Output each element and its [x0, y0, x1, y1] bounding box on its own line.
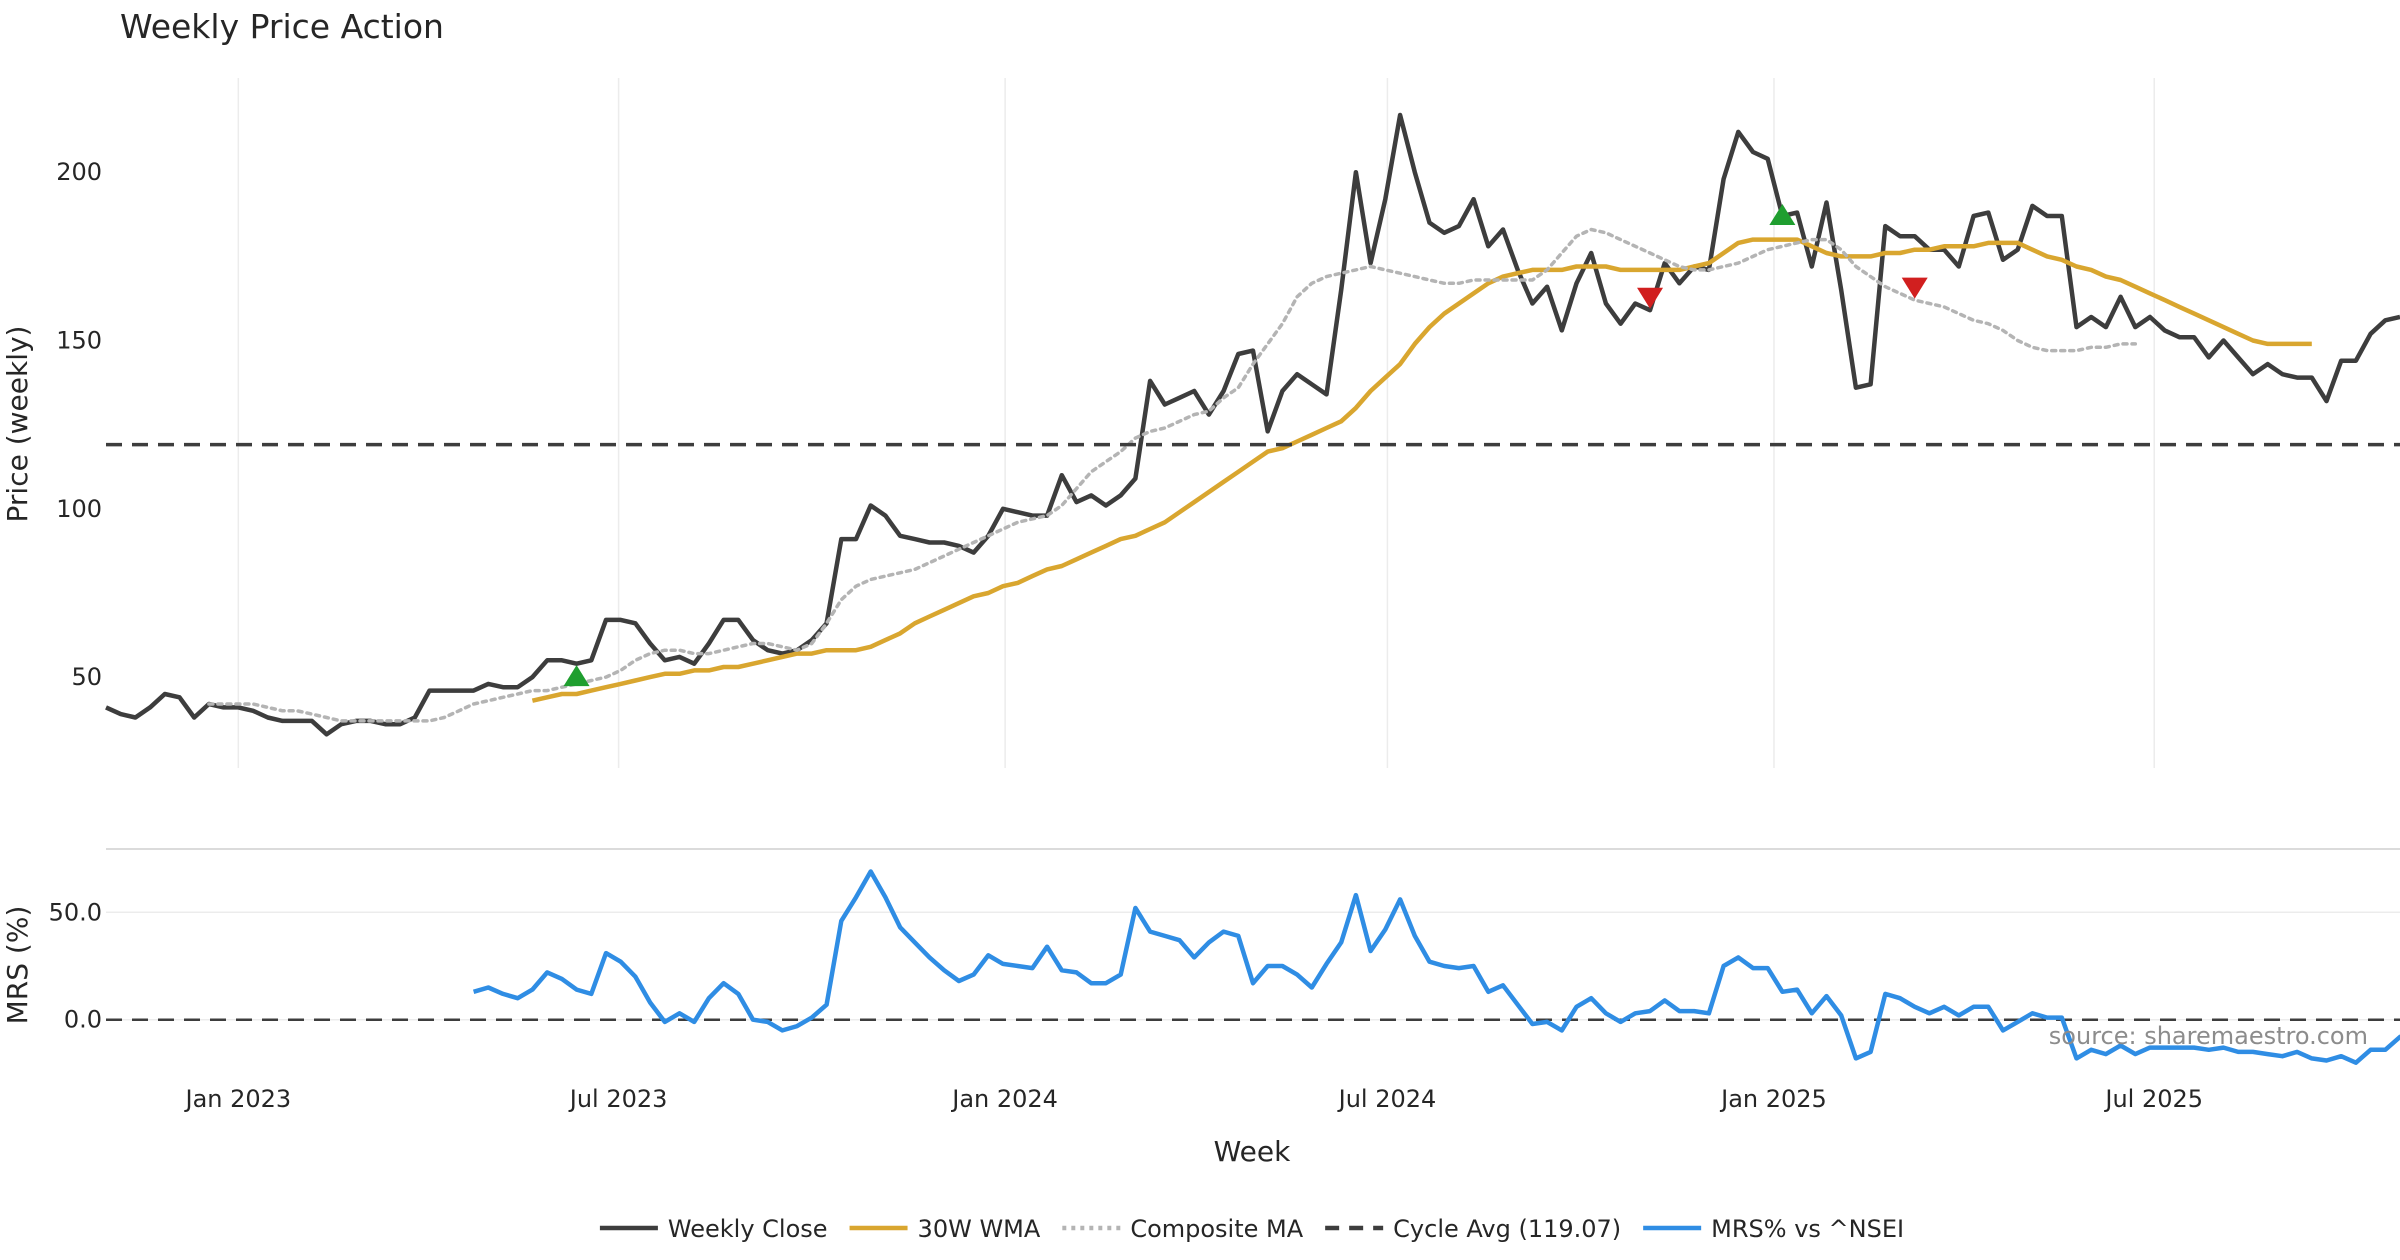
x-tick-label: Jul 2023 — [568, 1085, 668, 1113]
price-series — [105, 112, 2400, 737]
buy-signal-marker — [1769, 204, 1796, 225]
legend-label: Cycle Avg (119.07) — [1393, 1215, 1621, 1243]
x-tick-label: Jan 2023 — [183, 1085, 291, 1113]
price-panel-grid — [237, 78, 2155, 768]
legend-label: MRS% vs ^NSEI — [1711, 1215, 1904, 1243]
legend-label: 30W WMA — [918, 1215, 1041, 1243]
price-y-tick-label: 100 — [56, 495, 102, 523]
price-y-ticks: 50 100 150 200 — [56, 158, 102, 691]
signal-markers — [563, 204, 1928, 687]
x-ticks: Jan 2023 Jul 2023 Jan 2024 Jul 2024 Jan 2025… — [183, 1085, 2203, 1113]
x-tick-label: Jul 2024 — [1337, 1085, 1437, 1113]
price-y-tick-label: 50 — [71, 663, 102, 691]
price-y-tick-label: 200 — [56, 158, 102, 186]
mrs-y-ticks: 0.0 50.0 — [49, 898, 102, 1033]
mrs-y-axis-label: MRS (%) — [1, 906, 34, 1025]
mrs-series — [106, 869, 2400, 1065]
sell-signal-marker — [1901, 277, 1928, 299]
legend-label: Weekly Close — [668, 1215, 828, 1243]
weekly-close-line — [105, 112, 2400, 737]
legend-label: Composite MA — [1130, 1215, 1303, 1243]
chart-title: Weekly Price Action — [120, 7, 444, 46]
composite-ma-line — [207, 227, 2138, 723]
buy-signal-marker — [563, 665, 590, 687]
legend: Weekly Close 30W WMA Composite MA Cycle Avg… — [599, 1215, 1904, 1243]
30w-wma-line — [531, 237, 2312, 703]
mrs-panel-grid — [106, 911, 2400, 1021]
price-y-tick-label: 150 — [56, 327, 102, 355]
x-tick-label: Jul 2025 — [2103, 1085, 2203, 1113]
price-y-axis-label: Price (weekly) — [1, 326, 34, 523]
x-axis-label: Week — [1214, 1135, 1291, 1168]
x-tick-label: Jan 2025 — [1719, 1085, 1827, 1113]
x-tick-label: Jan 2024 — [950, 1085, 1058, 1113]
mrs-y-tick-label: 0.0 — [64, 1006, 102, 1034]
mrs-vs-nsei-line — [472, 869, 2400, 1065]
mrs-y-tick-label: 50.0 — [49, 898, 102, 926]
sell-signal-marker — [1637, 287, 1664, 309]
source-note: source: sharemaestro.com — [2049, 1022, 2368, 1050]
